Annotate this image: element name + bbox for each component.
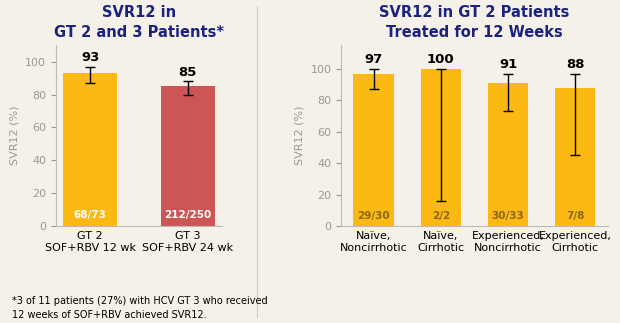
Text: 7/8: 7/8: [566, 211, 585, 221]
Bar: [488, 83, 528, 226]
Text: 85: 85: [179, 66, 197, 79]
Text: 68/73: 68/73: [74, 210, 107, 220]
Text: 2/2: 2/2: [432, 211, 450, 221]
Bar: [353, 74, 394, 226]
Text: *3 of 11 patients (27%) with HCV GT 3 who received
12 weeks of SOF+RBV achieved : *3 of 11 patients (27%) with HCV GT 3 wh…: [12, 296, 268, 320]
Title: SVR12 in GT 2 Patients
Treated for 12 Weeks: SVR12 in GT 2 Patients Treated for 12 We…: [379, 5, 570, 40]
Bar: [555, 88, 595, 226]
Text: 91: 91: [499, 58, 517, 71]
Y-axis label: SVR12 (%): SVR12 (%): [9, 106, 19, 165]
Text: 93: 93: [81, 51, 99, 64]
Title: SVR12 in
GT 2 and 3 Patients*: SVR12 in GT 2 and 3 Patients*: [54, 5, 224, 40]
Text: 88: 88: [566, 58, 585, 71]
Text: 212/250: 212/250: [164, 210, 211, 220]
Text: 30/33: 30/33: [492, 211, 525, 221]
Text: 29/30: 29/30: [357, 211, 390, 221]
Y-axis label: SVR12 (%): SVR12 (%): [295, 106, 305, 165]
Text: 100: 100: [427, 53, 454, 67]
Text: 97: 97: [365, 53, 383, 67]
Bar: [420, 69, 461, 226]
Bar: [63, 73, 117, 226]
Bar: [161, 86, 215, 226]
